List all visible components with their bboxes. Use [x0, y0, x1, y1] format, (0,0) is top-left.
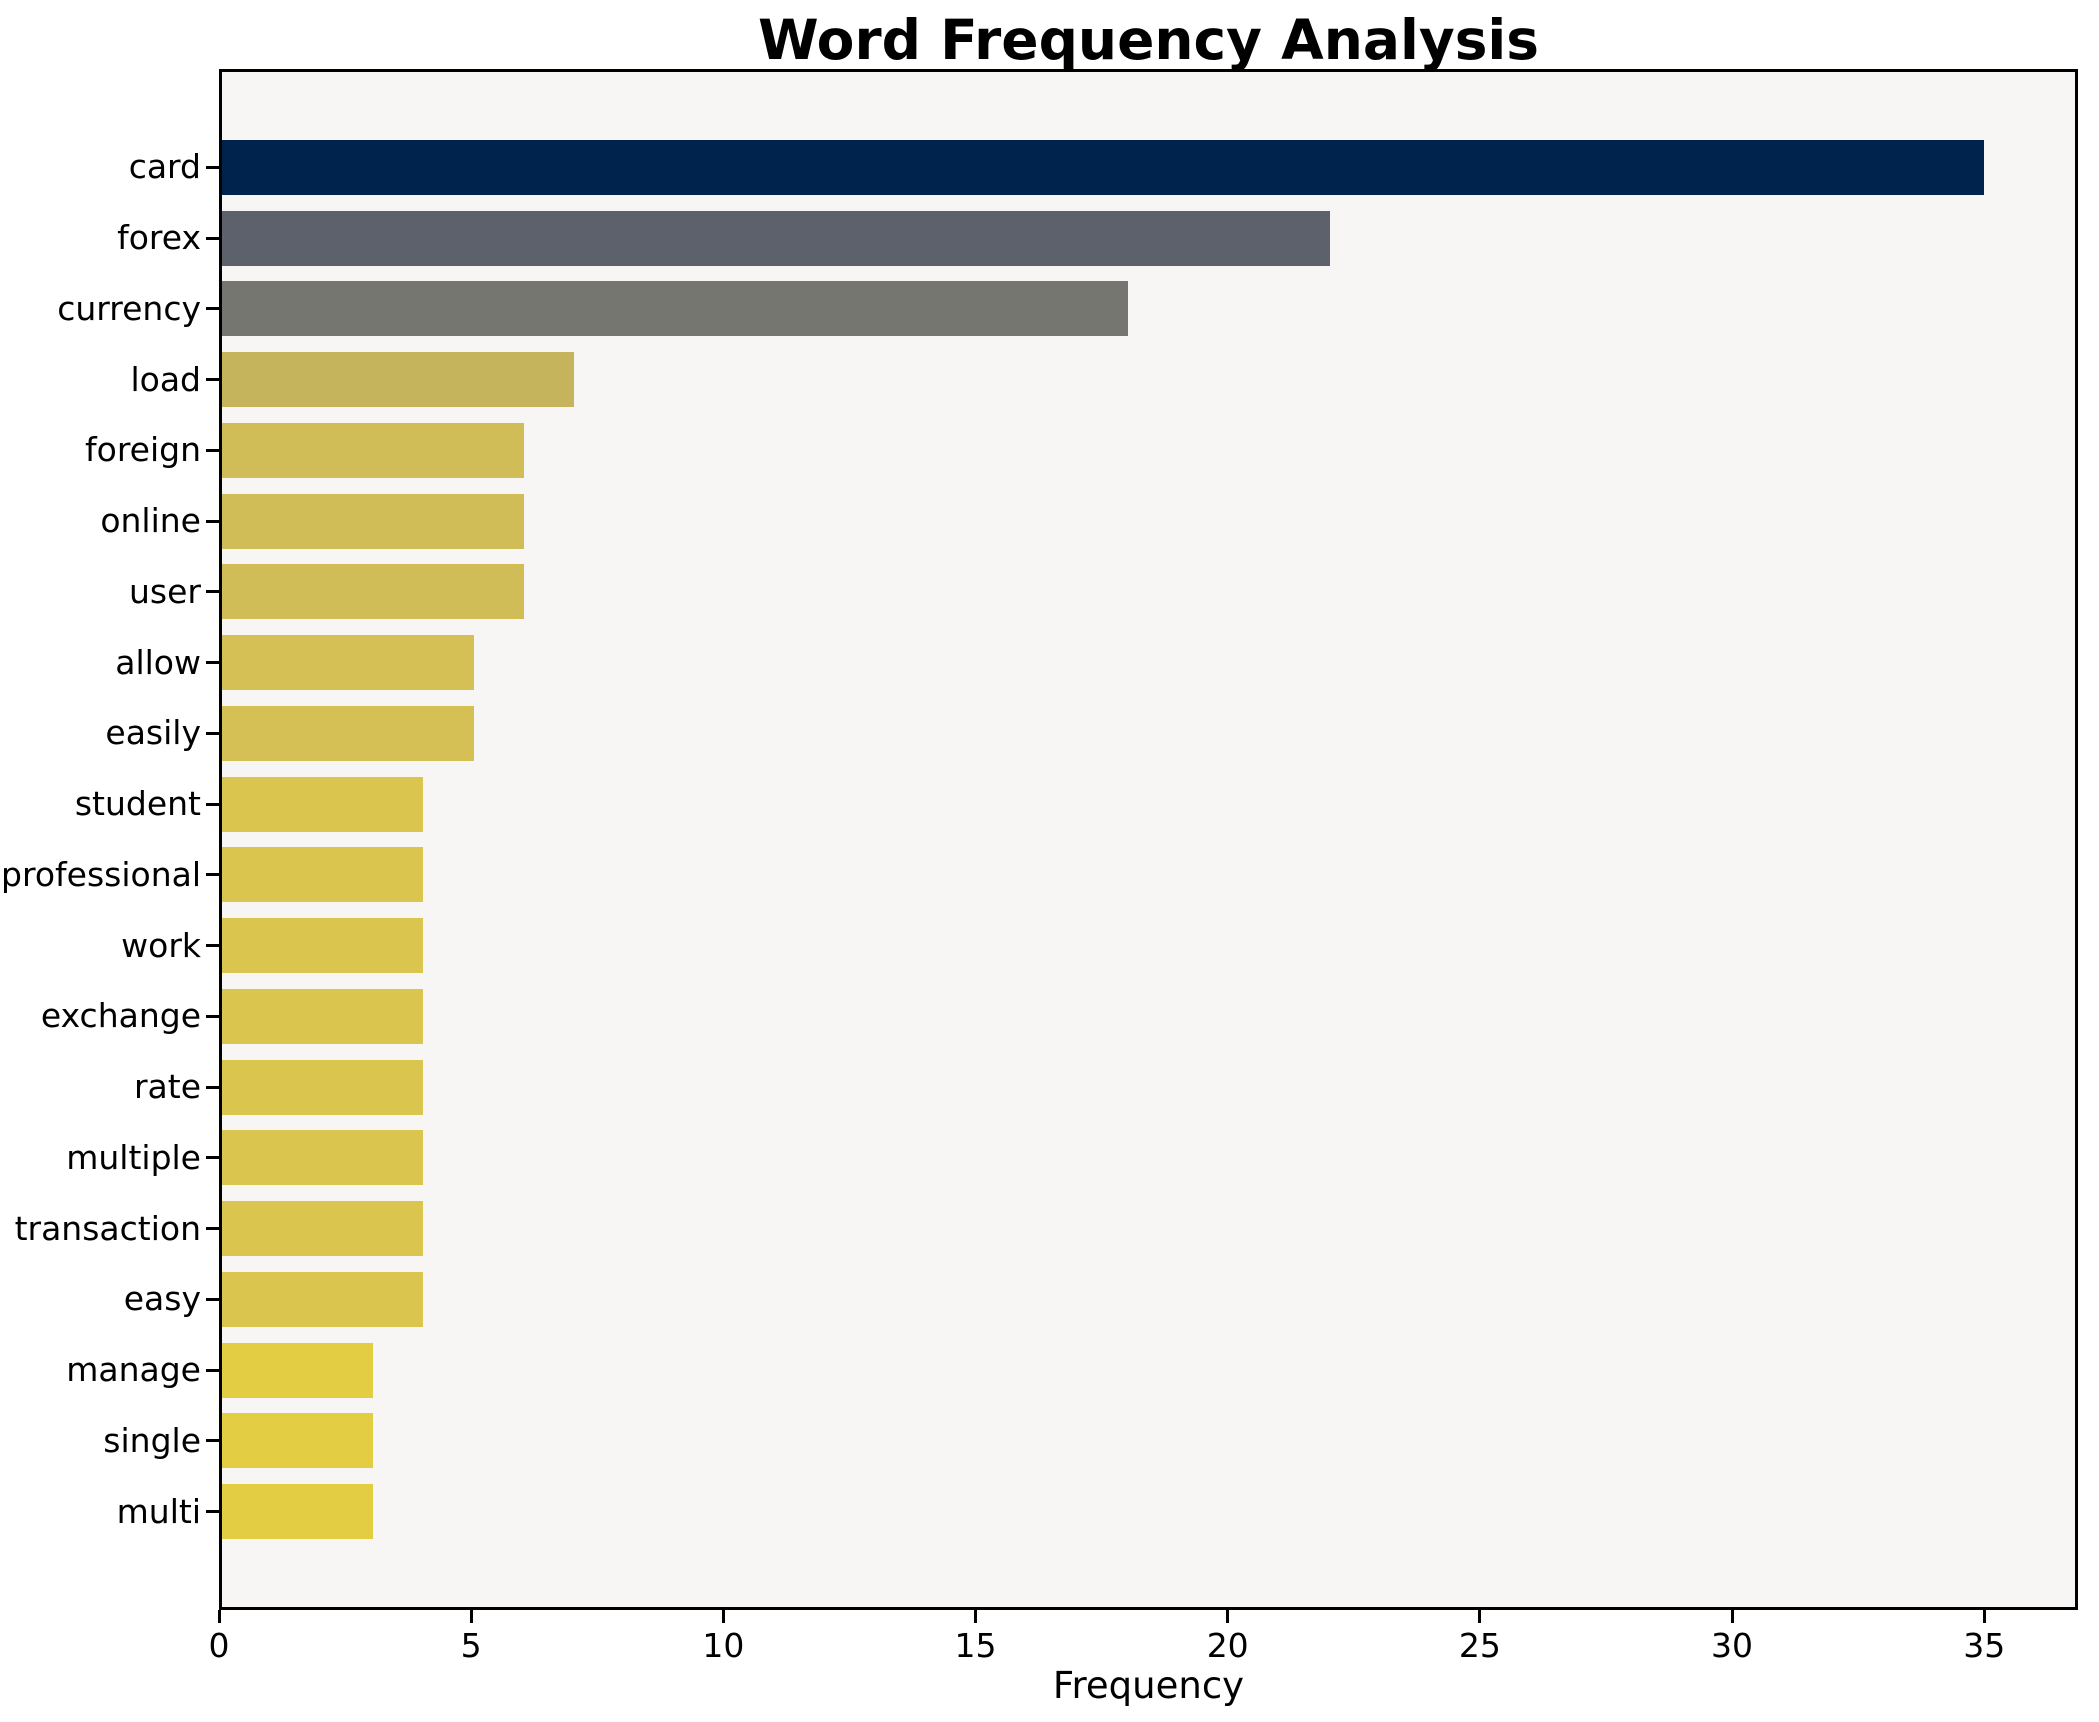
y-tick-mark-forex — [206, 236, 219, 240]
y-tick-mark-load — [206, 378, 219, 382]
bar-work — [222, 918, 423, 974]
bar-manage — [222, 1342, 373, 1398]
bar-easy — [222, 1271, 423, 1327]
y-tick-mark-single — [206, 1439, 219, 1443]
y-tick-label-online: online — [100, 501, 201, 541]
x-tick-label-30: 30 — [1711, 1626, 1754, 1665]
y-tick-mark-online — [206, 519, 219, 523]
y-tick-label-allow: allow — [115, 642, 201, 682]
y-tick-mark-easy — [206, 1297, 219, 1301]
x-tick-mark-35 — [1982, 1610, 1986, 1623]
y-tick-mark-rate — [206, 1085, 219, 1089]
y-tick-label-professional: professional — [1, 854, 201, 894]
x-tick-mark-10 — [721, 1610, 725, 1623]
x-tick-label-35: 35 — [1963, 1626, 2006, 1665]
x-tick-mark-20 — [1226, 1610, 1230, 1623]
bar-forex — [222, 210, 1330, 266]
x-tick-label-25: 25 — [1458, 1626, 1501, 1665]
y-tick-label-multiple: multiple — [66, 1137, 201, 1177]
bar-currency — [222, 281, 1128, 337]
x-tick-mark-5 — [469, 1610, 473, 1623]
y-tick-label-user: user — [129, 571, 201, 611]
y-tick-mark-currency — [206, 307, 219, 311]
bar-user — [222, 564, 524, 620]
y-tick-mark-work — [206, 944, 219, 948]
y-tick-label-card: card — [128, 147, 201, 187]
x-tick-label-15: 15 — [954, 1626, 997, 1665]
y-tick-mark-card — [206, 165, 219, 169]
bar-multiple — [222, 1130, 423, 1186]
y-tick-label-single: single — [103, 1420, 201, 1460]
x-tick-label-0: 0 — [208, 1626, 230, 1665]
y-tick-mark-student — [206, 802, 219, 806]
y-tick-mark-foreign — [206, 448, 219, 452]
x-tick-mark-30 — [1730, 1610, 1734, 1623]
y-tick-mark-professional — [206, 873, 219, 877]
bar-rate — [222, 1059, 423, 1115]
y-tick-label-manage: manage — [66, 1350, 201, 1390]
y-tick-label-currency: currency — [57, 288, 201, 328]
bar-professional — [222, 847, 423, 903]
x-tick-label-5: 5 — [460, 1626, 482, 1665]
bar-card — [222, 139, 1984, 195]
y-tick-label-exchange: exchange — [40, 996, 201, 1036]
y-tick-mark-easily — [206, 731, 219, 735]
y-tick-label-student: student — [74, 784, 201, 824]
bar-single — [222, 1413, 373, 1469]
bar-allow — [222, 635, 474, 691]
y-tick-label-transaction: transaction — [14, 1208, 201, 1248]
y-tick-mark-exchange — [206, 1014, 219, 1018]
y-tick-mark-transaction — [206, 1227, 219, 1231]
y-tick-mark-multiple — [206, 1156, 219, 1160]
y-tick-mark-allow — [206, 661, 219, 665]
y-tick-label-work: work — [121, 925, 201, 965]
bar-easily — [222, 705, 474, 761]
x-tick-mark-15 — [974, 1610, 978, 1623]
y-tick-label-multi: multi — [116, 1491, 201, 1531]
y-tick-mark-user — [206, 590, 219, 594]
bar-online — [222, 493, 524, 549]
y-tick-label-load: load — [130, 359, 201, 399]
bar-transaction — [222, 1201, 423, 1257]
bar-load — [222, 352, 574, 408]
bar-student — [222, 776, 423, 832]
y-tick-mark-manage — [206, 1368, 219, 1372]
bar-foreign — [222, 422, 524, 478]
x-tick-mark-25 — [1478, 1610, 1482, 1623]
y-tick-label-forex: forex — [117, 218, 201, 258]
y-tick-label-foreign: foreign — [85, 430, 201, 470]
bar-exchange — [222, 988, 423, 1044]
plot-area — [219, 69, 2078, 1610]
x-tick-mark-0 — [217, 1610, 221, 1623]
bar-multi — [222, 1484, 373, 1540]
chart-title: Word Frequency Analysis — [757, 8, 1540, 72]
y-tick-label-easily: easily — [105, 713, 201, 753]
x-tick-label-20: 20 — [1206, 1626, 1249, 1665]
y-tick-mark-multi — [206, 1510, 219, 1514]
x-axis-title: Frequency — [1052, 1664, 1245, 1707]
y-tick-label-rate: rate — [133, 1067, 201, 1107]
y-tick-label-easy: easy — [123, 1279, 201, 1319]
x-tick-label-10: 10 — [702, 1626, 745, 1665]
